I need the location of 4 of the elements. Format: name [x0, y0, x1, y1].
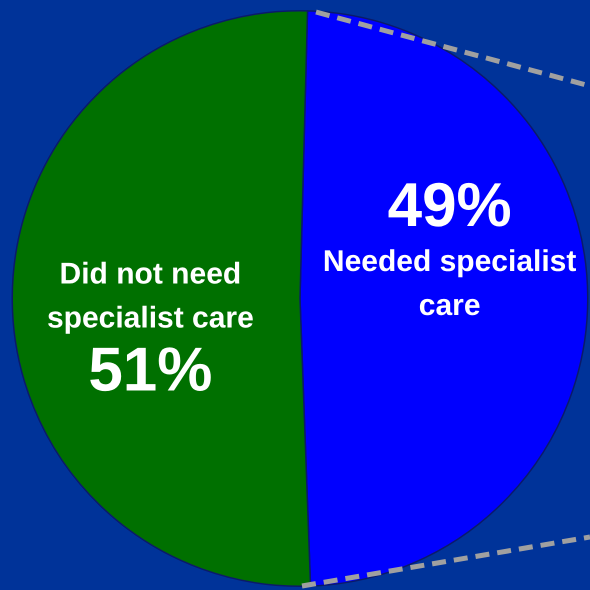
data-label: 51%	[88, 335, 212, 404]
slice-label: Did not need specialist care	[46, 258, 254, 335]
data-label: 49%	[388, 170, 512, 240]
slice-label: Needed specialist care	[322, 244, 576, 322]
